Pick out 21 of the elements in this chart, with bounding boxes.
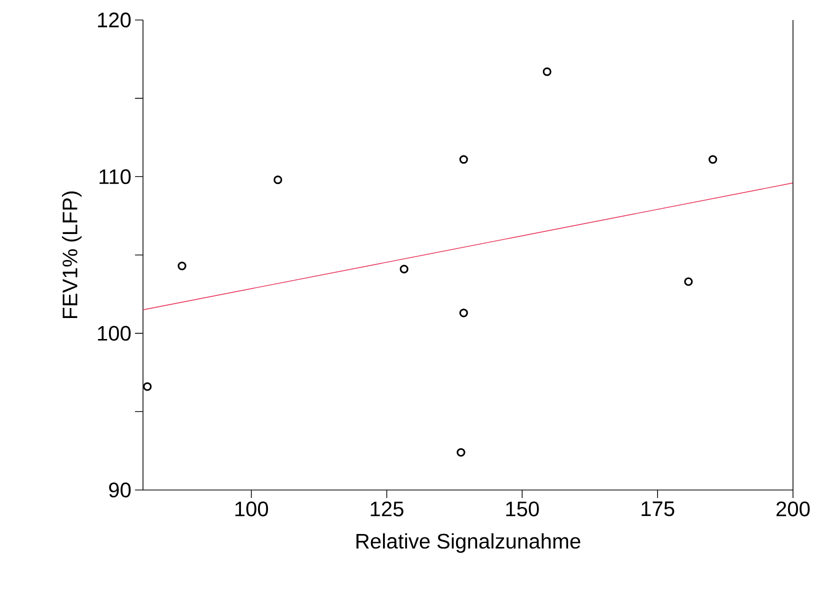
y-axis-title: FEV1% (LFP) xyxy=(62,192,82,318)
point xyxy=(456,448,466,457)
x-axis-title: Relative Signalzunahme xyxy=(356,533,580,553)
point xyxy=(684,277,693,286)
y-tick-label: 120 xyxy=(98,12,131,28)
point xyxy=(400,264,408,274)
y-tick-label: 110 xyxy=(100,169,131,184)
point xyxy=(459,155,468,164)
x-tick-label: 125 xyxy=(370,502,404,516)
point xyxy=(143,382,152,391)
x-tick-label: 100 xyxy=(235,502,268,516)
y-tick-label: 100 xyxy=(98,326,131,341)
x-tick-label: 150 xyxy=(506,502,539,516)
point xyxy=(708,155,718,164)
x-tick-label: 175 xyxy=(642,502,674,516)
point xyxy=(542,67,552,76)
y-tick-label: 90 xyxy=(109,482,131,498)
point xyxy=(178,262,186,270)
point xyxy=(459,308,468,318)
point xyxy=(274,175,282,184)
x-tick-label: 200 xyxy=(776,502,810,516)
